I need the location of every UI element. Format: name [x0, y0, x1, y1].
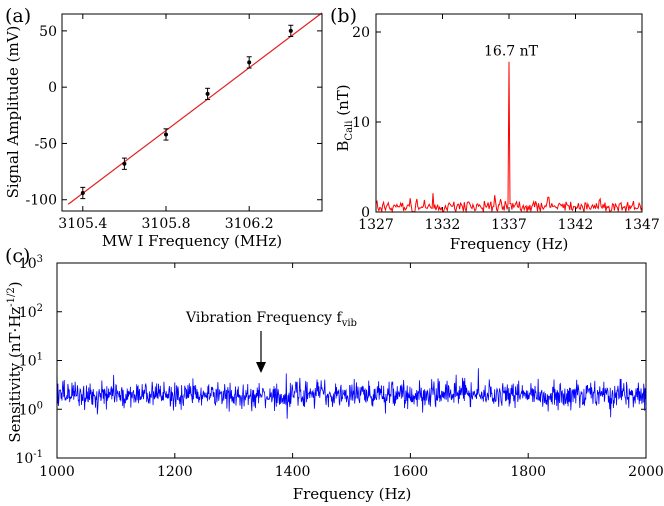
- panel-a: (a) 3105.4 3105.8 3106.2 50 0 -50 -100 MW I Fr…: [4, 5, 323, 250]
- panel-c-ylabel: Sensitivity (nT·Hz-1/2): [6, 281, 24, 442]
- panel-c-xlabel: Frequency (Hz): [293, 485, 412, 503]
- a-xtick-label: 3106.2: [225, 216, 274, 232]
- b-xtick-label: 1327: [358, 217, 394, 233]
- a-ytick-label: -100: [26, 193, 57, 209]
- a-xtick-label: 3105.8: [142, 216, 191, 232]
- c-xtick-label: 1000: [39, 464, 75, 480]
- b-xtick-label: 1337: [491, 217, 527, 233]
- annotation-arrow: [256, 331, 266, 373]
- a-xtick-label: 3105.4: [58, 216, 107, 232]
- c-xtick-label: 1800: [510, 464, 546, 480]
- panel-a-ylabel: Signal Amplitude (mV): [4, 26, 22, 199]
- panel-b-plot-area: 1327 1332 1337 1342 1347 0 10 20 16.7 nT: [352, 14, 660, 233]
- a-ytick-label: 0: [48, 80, 57, 96]
- panel-c: (c) 1000 1200 1400 1600 1800 2000103102101100…: [5, 245, 664, 503]
- peak-label: 16.7 nT: [484, 44, 539, 60]
- panel-b-xlabel: Frequency (Hz): [450, 235, 569, 253]
- data-point: [205, 91, 210, 96]
- b-ytick-label: 10: [352, 115, 370, 131]
- c-xtick-label: 1200: [157, 464, 193, 480]
- c-ytick-label: 103: [19, 254, 43, 272]
- a-ytick-label: -50: [34, 136, 57, 152]
- panel-c-frame: [56, 262, 647, 459]
- data-point: [247, 60, 252, 65]
- panel-a-xlabel: MW I Frequency (MHz): [102, 232, 282, 250]
- data-point: [122, 161, 127, 166]
- data-point: [288, 28, 293, 33]
- panel-a-label: (a): [5, 5, 31, 27]
- panel-a-plot-area: 3105.4 3105.8 3106.2 50 0 -50 -100: [26, 12, 323, 232]
- b-xtick-label: 1342: [558, 217, 594, 233]
- b-ytick-label: 0: [361, 205, 370, 221]
- c-ytick-label: 101: [19, 352, 43, 370]
- data-point: [164, 132, 168, 137]
- c-ytick-label: 102: [19, 303, 43, 321]
- b-ytick-label: 20: [352, 25, 370, 41]
- panel-b-label: (b): [330, 5, 357, 27]
- panel-b-frame: [375, 13, 643, 213]
- panel-b-ylabel: BCali (nT): [334, 84, 355, 151]
- c-ytick-label: 100: [19, 400, 43, 418]
- c-xtick-label: 1600: [393, 464, 429, 480]
- sensitivity-line: [56, 366, 647, 419]
- fit-line: [67, 12, 323, 205]
- a-ytick-label: 50: [39, 24, 57, 40]
- c-xtick-label: 2000: [628, 464, 664, 480]
- data-point: [80, 190, 85, 195]
- panel-c-label: (c): [5, 245, 30, 267]
- panel-b: (b) 1327 1332 1337 1342 1347 0 10 20 16.7 nT Fre…: [330, 5, 660, 253]
- spectrum-line: [375, 61, 643, 214]
- panel-a-frame: [61, 13, 323, 212]
- b-xtick-label: 1347: [624, 217, 660, 233]
- panel-c-plot-area: 1000 1200 1400 1600 1800 2000 103 102 101 100 10-1: [15, 254, 663, 480]
- panel-c-annotation: Vibration Frequency fvib: [185, 310, 357, 329]
- c-xtick-label: 1400: [275, 464, 311, 480]
- c-ytick-label: 10-1: [15, 449, 43, 467]
- b-xtick-label: 1332: [425, 217, 461, 233]
